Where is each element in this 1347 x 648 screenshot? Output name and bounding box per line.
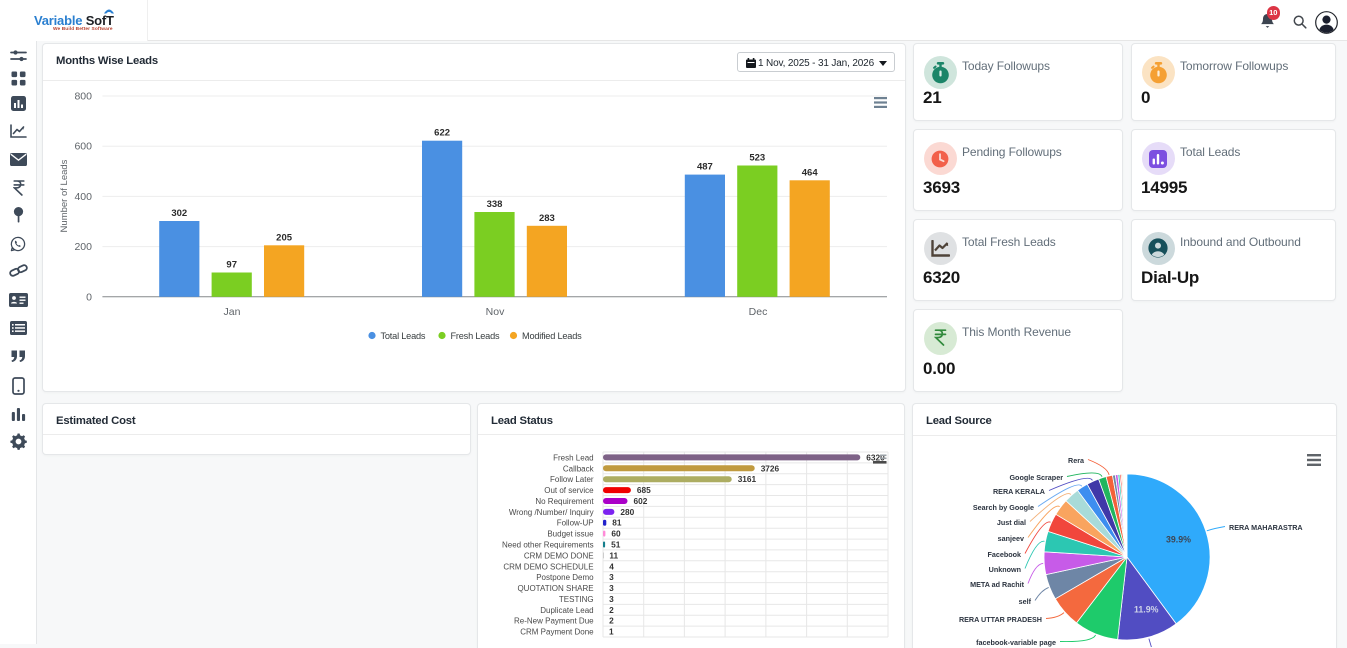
svg-text:facebook-variable page: facebook-variable page bbox=[976, 638, 1056, 647]
svg-text:600: 600 bbox=[74, 141, 92, 153]
svg-text:81: 81 bbox=[612, 518, 622, 528]
svg-text:3161: 3161 bbox=[738, 474, 757, 484]
svg-text:CRM Payment Done: CRM Payment Done bbox=[520, 628, 594, 637]
svg-text:Duplicate Lead: Duplicate Lead bbox=[540, 606, 593, 615]
svg-text:Dec: Dec bbox=[749, 306, 768, 318]
svg-text:622: 622 bbox=[434, 128, 450, 139]
svg-text:Fresh Lead: Fresh Lead bbox=[553, 453, 593, 462]
svg-text:Fresh Leads: Fresh Leads bbox=[451, 331, 500, 341]
svg-text:Unknown: Unknown bbox=[989, 565, 1021, 574]
svg-text:283: 283 bbox=[539, 213, 555, 224]
svg-text:Number of Leads: Number of Leads bbox=[59, 159, 70, 232]
svg-text:META ad Rachit: META ad Rachit bbox=[970, 580, 1025, 589]
svg-text:97: 97 bbox=[226, 260, 237, 271]
svg-text:Rera: Rera bbox=[1068, 456, 1085, 465]
svg-text:464: 464 bbox=[802, 167, 819, 178]
svg-text:11.9%: 11.9% bbox=[1134, 605, 1159, 615]
svg-text:RERA KERALA: RERA KERALA bbox=[993, 487, 1045, 496]
svg-text:Facebook: Facebook bbox=[987, 550, 1021, 559]
svg-text:Just dial: Just dial bbox=[997, 518, 1026, 527]
svg-text:6320: 6320 bbox=[866, 452, 885, 462]
svg-text:602: 602 bbox=[634, 496, 648, 506]
svg-text:Jan: Jan bbox=[224, 306, 241, 318]
svg-text:Wrong /Number/ Inquiry: Wrong /Number/ Inquiry bbox=[509, 508, 594, 517]
svg-text:self: self bbox=[1019, 597, 1032, 606]
svg-text:200: 200 bbox=[74, 241, 92, 253]
svg-text:Follow-UP: Follow-UP bbox=[557, 519, 594, 528]
svg-text:Nov: Nov bbox=[486, 306, 505, 318]
svg-text:400: 400 bbox=[74, 191, 92, 203]
svg-text:No Requirement: No Requirement bbox=[535, 497, 594, 506]
svg-text:CRM DEMO SCHEDULE: CRM DEMO SCHEDULE bbox=[503, 562, 593, 571]
svg-text:3: 3 bbox=[609, 583, 614, 593]
svg-text:280: 280 bbox=[620, 507, 634, 517]
svg-text:Budget issue: Budget issue bbox=[547, 530, 594, 539]
svg-text:2: 2 bbox=[609, 605, 614, 615]
svg-text:3: 3 bbox=[609, 572, 614, 582]
svg-text:Out of service: Out of service bbox=[544, 486, 594, 495]
svg-text:Re-New Payment Due: Re-New Payment Due bbox=[514, 617, 594, 626]
svg-text:4: 4 bbox=[609, 561, 614, 571]
svg-text:Total Leads: Total Leads bbox=[381, 331, 426, 341]
svg-text:487: 487 bbox=[697, 162, 713, 173]
svg-text:800: 800 bbox=[74, 91, 92, 103]
svg-text:RERA UTTAR PRADESH: RERA UTTAR PRADESH bbox=[959, 615, 1042, 624]
svg-text:60: 60 bbox=[611, 529, 621, 539]
svg-text:Callback: Callback bbox=[563, 464, 595, 473]
svg-text:685: 685 bbox=[637, 485, 651, 495]
svg-text:sanjeev: sanjeev bbox=[998, 534, 1024, 543]
svg-text:302: 302 bbox=[171, 208, 187, 219]
svg-text:Need other Requirements: Need other Requirements bbox=[502, 541, 594, 550]
svg-text:11: 11 bbox=[609, 550, 618, 560]
svg-text:205: 205 bbox=[276, 232, 293, 243]
svg-text:0: 0 bbox=[86, 291, 92, 303]
svg-text:39.9%: 39.9% bbox=[1166, 535, 1191, 545]
svg-text:2: 2 bbox=[609, 616, 614, 626]
svg-text:3: 3 bbox=[609, 594, 614, 604]
svg-text:Postpone Demo: Postpone Demo bbox=[536, 573, 594, 582]
svg-text:Modified Leads: Modified Leads bbox=[522, 331, 582, 341]
svg-text:3726: 3726 bbox=[761, 463, 780, 473]
svg-text:TESTING: TESTING bbox=[559, 595, 594, 604]
svg-text:338: 338 bbox=[487, 199, 503, 210]
svg-text:523: 523 bbox=[749, 153, 765, 164]
svg-text:Follow Later: Follow Later bbox=[550, 475, 594, 484]
svg-text:RERA MAHARASTRA: RERA MAHARASTRA bbox=[1229, 523, 1303, 532]
svg-text:QUOTATION SHARE: QUOTATION SHARE bbox=[517, 584, 593, 593]
svg-text:1: 1 bbox=[609, 627, 614, 637]
svg-text:CRM DEMO DONE: CRM DEMO DONE bbox=[524, 551, 594, 560]
svg-text:51: 51 bbox=[611, 540, 621, 550]
svg-text:Google Scraper: Google Scraper bbox=[1009, 473, 1063, 482]
svg-text:Search by Google: Search by Google bbox=[973, 503, 1034, 512]
